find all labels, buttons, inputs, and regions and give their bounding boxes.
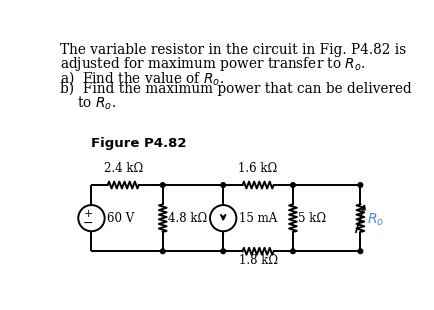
Text: +: + — [84, 209, 93, 219]
Text: −: − — [83, 217, 94, 230]
Circle shape — [161, 183, 165, 187]
Circle shape — [358, 183, 363, 187]
Text: 1.6 kΩ: 1.6 kΩ — [238, 162, 278, 175]
Text: $R_o$: $R_o$ — [367, 211, 385, 228]
Circle shape — [291, 249, 295, 254]
Text: The variable resistor in the circuit in Fig. P4.82 is: The variable resistor in the circuit in … — [59, 42, 406, 57]
Text: 5 kΩ: 5 kΩ — [299, 212, 326, 225]
Text: 4.8 kΩ: 4.8 kΩ — [168, 212, 207, 225]
Text: 1.8 kΩ: 1.8 kΩ — [239, 254, 278, 267]
Text: b)  Find the maximum power that can be delivered: b) Find the maximum power that can be de… — [59, 82, 411, 96]
Circle shape — [221, 183, 226, 187]
Text: 15 mA: 15 mA — [239, 212, 277, 225]
Text: 2.4 kΩ: 2.4 kΩ — [104, 162, 143, 175]
Circle shape — [358, 249, 363, 254]
Text: to $R_o$.: to $R_o$. — [59, 94, 116, 112]
Circle shape — [161, 249, 165, 254]
Text: 60 V: 60 V — [107, 212, 134, 225]
Text: adjusted for maximum power transfer to $R_o$.: adjusted for maximum power transfer to $… — [59, 55, 365, 73]
Text: a)  Find the value of $R_o$.: a) Find the value of $R_o$. — [59, 69, 224, 87]
Text: Figure P4.82: Figure P4.82 — [92, 137, 187, 150]
Circle shape — [221, 249, 226, 254]
Circle shape — [291, 183, 295, 187]
